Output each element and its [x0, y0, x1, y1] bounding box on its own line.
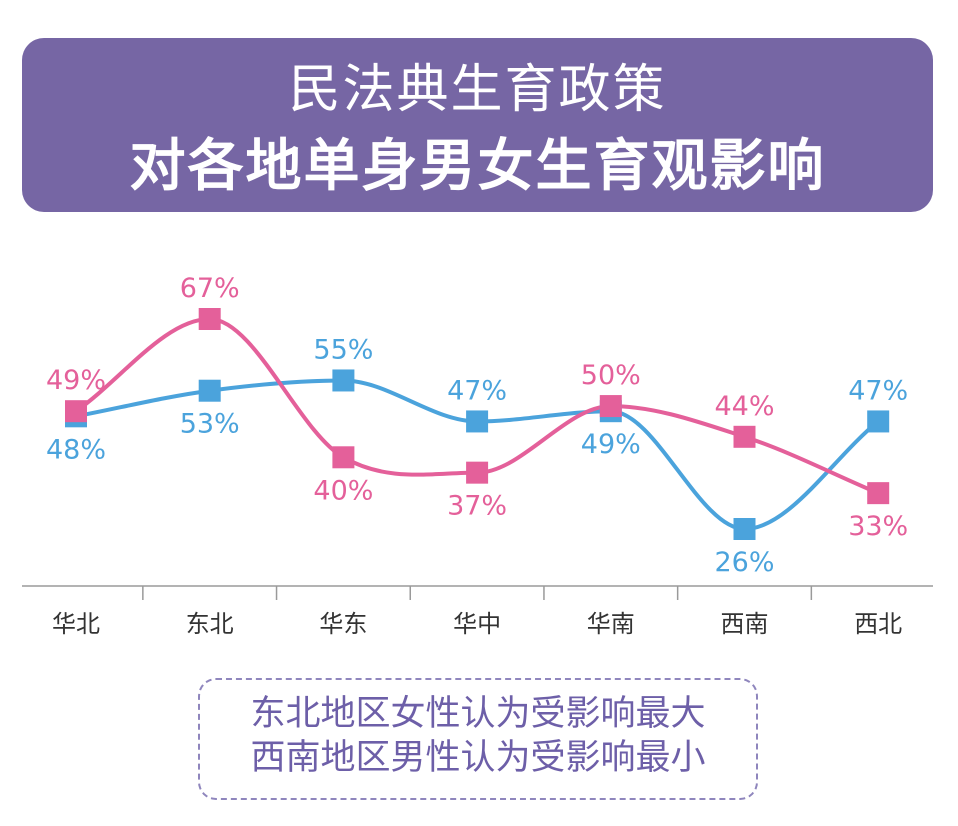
male-value-label: 26% [714, 547, 774, 578]
male-value-label: 48% [46, 434, 106, 465]
male-data-point [733, 518, 756, 540]
title-line-1: 民法典生育政策 [288, 60, 667, 120]
female-value-label: 37% [447, 491, 507, 522]
x-tick-label: 华南 [587, 610, 635, 638]
female-data-point [733, 425, 756, 448]
male-value-label: 47% [447, 375, 507, 406]
male-data-point [198, 379, 221, 402]
x-tick-label: 东北 [186, 610, 234, 638]
male-value-label: 47% [848, 375, 908, 406]
male-data-point [332, 369, 355, 392]
male-value-label: 49% [581, 429, 641, 460]
male-data-point [466, 410, 489, 433]
female-value-label: 49% [46, 365, 106, 396]
female-data-point [599, 395, 622, 418]
male-value-label: 53% [180, 409, 240, 440]
female-value-label: 40% [313, 475, 373, 506]
female-data-point [867, 482, 890, 505]
female-data-point [466, 461, 489, 484]
female-value-label: 50% [581, 360, 641, 391]
x-tick-label: 西北 [854, 610, 902, 638]
x-tick-label: 华东 [319, 610, 367, 638]
female-value-label: 67% [180, 273, 240, 304]
x-tick-label: 华北 [52, 610, 100, 638]
female-data-point [65, 400, 87, 423]
x-tick-label: 西南 [721, 610, 769, 638]
summary-line-2: 西南地区男性认为受影响最小 [250, 738, 706, 778]
summary-line-1: 东北地区女性认为受影响最大 [250, 694, 706, 734]
title-line-2: 对各地单身男女生育观影响 [129, 134, 826, 199]
title-banner: 民法典生育政策 对各地单身男女生育观影响 [22, 38, 933, 212]
female-data-point [198, 308, 221, 330]
male-data-point [867, 410, 890, 433]
female-value-label: 44% [714, 391, 774, 422]
summary-note: 东北地区女性认为受影响最大 西南地区男性认为受影响最小 [198, 678, 758, 800]
x-tick-label: 华中 [453, 610, 501, 638]
female-data-point [332, 446, 355, 469]
female-value-label: 33% [848, 511, 908, 542]
male-value-label: 55% [313, 334, 373, 365]
